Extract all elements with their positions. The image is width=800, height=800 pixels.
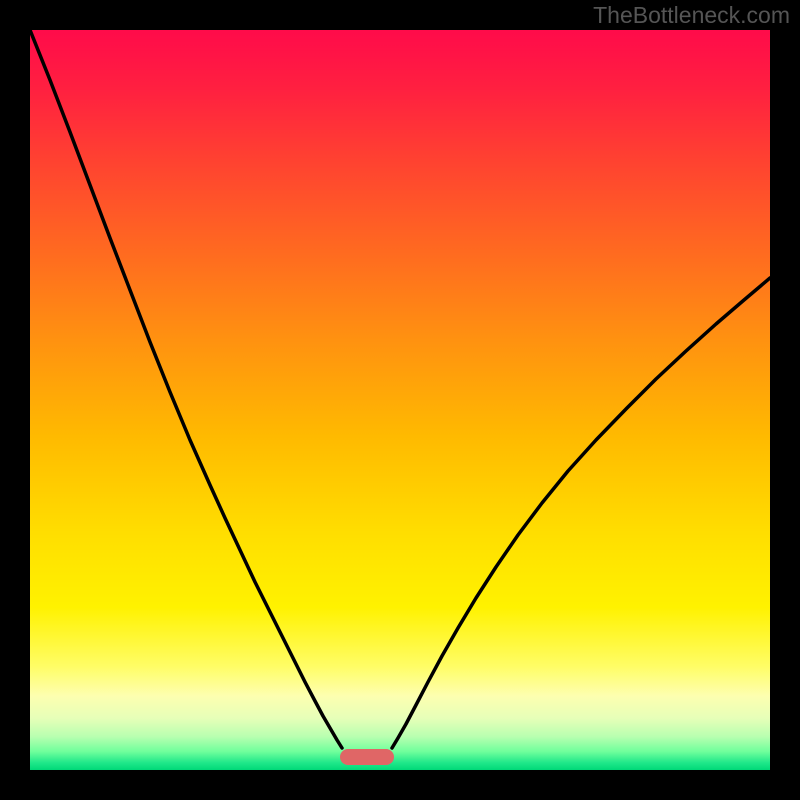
bottleneck-chart [30, 30, 770, 770]
gradient-panel [30, 30, 770, 770]
watermark-text: TheBottleneck.com [593, 2, 790, 29]
optimal-marker [340, 749, 394, 765]
gradient-background [30, 30, 770, 770]
chart-frame: TheBottleneck.com [0, 0, 800, 800]
